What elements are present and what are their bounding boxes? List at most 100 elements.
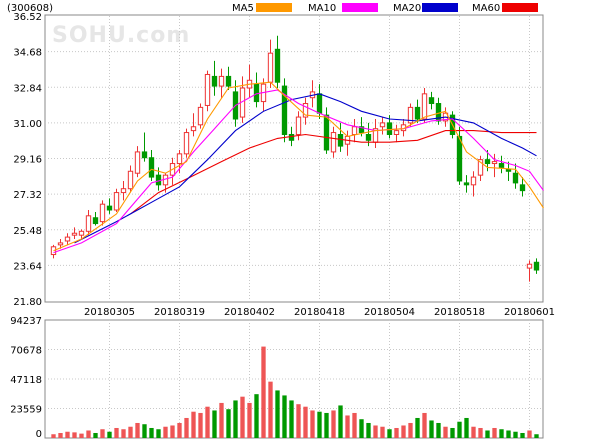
legend-ma20-label: MA20 <box>393 3 421 14</box>
volume-bar <box>149 427 154 438</box>
volume-bar <box>65 431 70 438</box>
price-tick-label: 31.00 <box>13 119 42 130</box>
volume-bar <box>415 417 420 438</box>
candle-body <box>421 93 428 120</box>
price-tick-label: 21.80 <box>13 297 42 308</box>
volume-bar <box>373 425 378 438</box>
candle-body <box>407 106 414 124</box>
candle-body <box>295 116 302 135</box>
volume-bar <box>282 395 287 438</box>
ma10-line <box>53 89 544 254</box>
volume-bar <box>289 400 294 438</box>
candle-body <box>386 122 393 135</box>
volume-bar <box>107 431 112 438</box>
ma5-line <box>53 81 544 252</box>
date-tick-label: 20180518 <box>434 307 485 318</box>
candle-body <box>365 133 372 141</box>
volume-bar <box>254 394 259 438</box>
volume-bar <box>513 431 518 438</box>
volume-bar <box>142 424 147 438</box>
candle-body <box>78 230 85 236</box>
ma20-line <box>74 93 537 244</box>
volume-bar <box>534 434 539 438</box>
candles <box>50 35 540 282</box>
candle-body <box>393 130 400 135</box>
candle-body <box>211 75 218 87</box>
candle-body <box>428 97 435 105</box>
candle-body <box>337 133 344 147</box>
candle-body <box>92 217 99 225</box>
candle-body <box>498 163 505 168</box>
date-tick-label: 20180601 <box>504 307 555 318</box>
legend-ma60-label: MA60 <box>472 3 500 14</box>
volume-bar <box>380 426 385 438</box>
price-tick-label: 25.48 <box>13 226 42 237</box>
volume-bar <box>205 406 210 438</box>
volume-bars <box>51 346 539 438</box>
candle-body <box>281 85 288 135</box>
candle-body <box>197 106 204 126</box>
volume-bar <box>135 422 140 438</box>
ma60-line <box>130 130 537 215</box>
candle-body <box>323 114 330 151</box>
volume-bar <box>198 412 203 438</box>
volume-bar <box>485 430 490 438</box>
candle-body <box>120 188 127 194</box>
candle-body <box>218 75 225 87</box>
candle-body <box>470 176 477 186</box>
date-tick-label: 20180319 <box>154 307 205 318</box>
date-tick-label: 20180402 <box>224 307 275 318</box>
volume-bar <box>114 427 119 438</box>
legend: MA5 MA10 MA20 MA60 <box>232 3 538 14</box>
candle-body <box>533 261 540 271</box>
candle-body <box>302 103 309 118</box>
candle-body <box>57 242 64 246</box>
price-tick-label: 27.32 <box>13 190 42 201</box>
volume-bar <box>422 412 427 438</box>
date-tick-label: 20180305 <box>84 307 135 318</box>
volume-bar <box>100 429 105 438</box>
volume-bar <box>506 430 511 438</box>
candle-body <box>190 126 197 132</box>
price-tick-label: 32.84 <box>13 83 42 94</box>
candle-body <box>134 151 141 174</box>
volume-bar <box>471 426 476 438</box>
stock-code: (300608) <box>7 3 53 14</box>
volume-bar <box>86 430 91 438</box>
volume-bar <box>359 419 364 438</box>
candle-body <box>148 157 155 178</box>
volume-bar <box>212 410 217 438</box>
sohu-watermark: SOHU.com <box>52 23 190 48</box>
candle-body <box>351 126 358 135</box>
volume-bar <box>338 405 343 438</box>
candle-body <box>358 126 365 134</box>
candle-body <box>505 168 512 172</box>
volume-bar <box>324 412 329 438</box>
volume-bar <box>233 400 238 438</box>
volume-bar <box>464 417 469 438</box>
candle-body <box>85 215 92 232</box>
volume-tick-label: 23559 <box>10 405 42 416</box>
candle-body <box>225 75 232 87</box>
price-axis: 36.52 34.68 32.84 31.00 29.16 27.32 25.48 23.64… <box>13 12 42 308</box>
candle-body <box>204 73 211 106</box>
candle-body <box>274 48 281 83</box>
volume-bar <box>408 422 413 438</box>
candle-body <box>512 172 519 184</box>
volume-bar <box>93 432 98 438</box>
price-tick-label: 36.52 <box>13 12 42 23</box>
volume-bar <box>275 390 280 438</box>
volume-bar <box>366 422 371 438</box>
price-tick-label: 23.64 <box>13 261 42 272</box>
candle-body <box>64 236 71 242</box>
price-tick-label: 34.68 <box>13 48 42 59</box>
volume-bar <box>72 432 77 438</box>
volume-bar <box>499 429 504 438</box>
volume-bar <box>394 427 399 438</box>
legend-ma20-swatch <box>422 3 458 12</box>
volume-bar <box>191 411 196 438</box>
candle-body <box>316 93 323 114</box>
candle-body <box>414 106 421 120</box>
volume-bar <box>450 427 455 438</box>
volume-bar <box>247 402 252 438</box>
